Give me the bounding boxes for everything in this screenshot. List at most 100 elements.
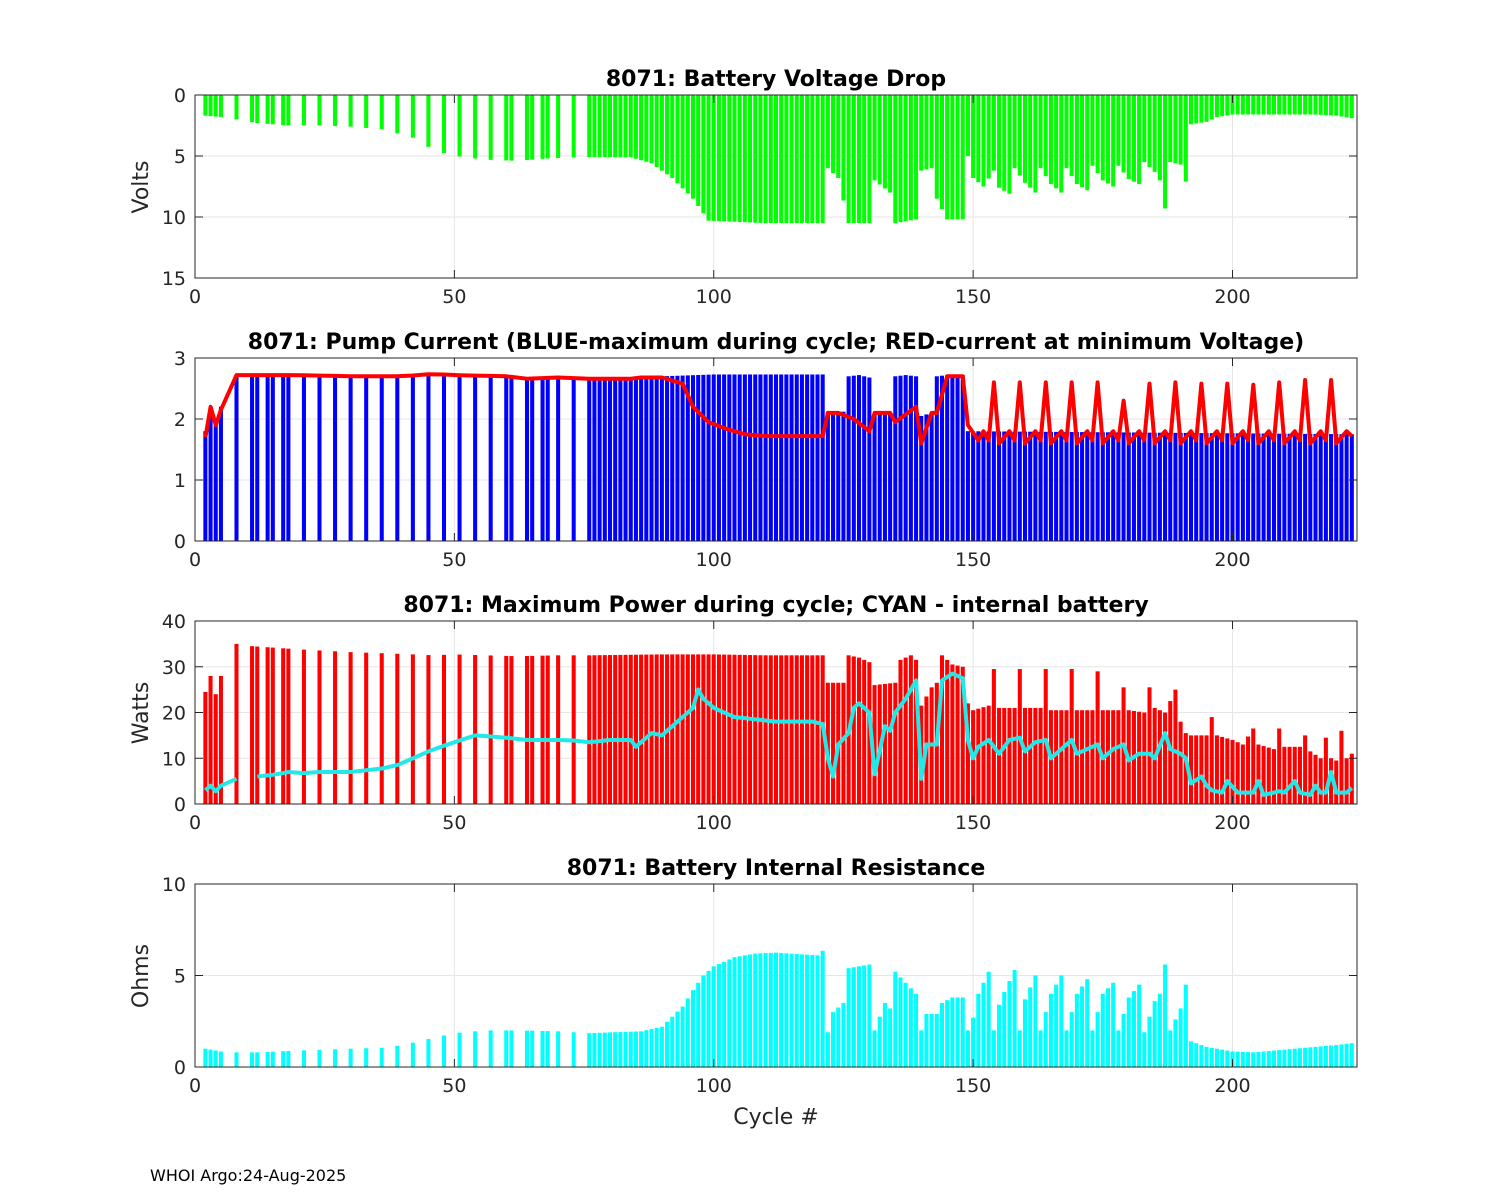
max-current-bar — [862, 376, 867, 541]
resistance-bar — [1142, 1032, 1147, 1067]
voltage-bar — [711, 95, 716, 221]
max-power-bar — [1204, 735, 1209, 804]
voltage-bar — [706, 95, 711, 221]
voltage-bar — [592, 95, 597, 158]
resistance-bar — [856, 966, 862, 1067]
voltage-bar — [628, 95, 633, 158]
y-tick-label: 0 — [174, 531, 186, 553]
voltage-bar — [1054, 95, 1059, 189]
resistance-bar — [301, 1050, 306, 1067]
panel-internal-resistance: 8071: Battery Internal Resistance Ohms C… — [129, 856, 1358, 1130]
resistance-bar — [1168, 1030, 1173, 1067]
max-current-bar — [1157, 432, 1162, 541]
voltage-bar — [1261, 95, 1266, 115]
max-power-bar — [1271, 749, 1277, 804]
voltage-bar — [509, 95, 514, 161]
voltage-bar — [986, 95, 991, 179]
voltage-bar — [426, 95, 431, 147]
max-power-bar — [1308, 751, 1313, 804]
voltage-bar — [1022, 95, 1028, 183]
max-current-bar — [524, 377, 530, 541]
x-tick-label: 50 — [442, 286, 466, 308]
axes-frame: 0 50 100 150 200 0 1 2 3 — [174, 348, 1358, 571]
voltage-bar — [882, 95, 887, 189]
max-current-bar — [799, 374, 804, 541]
max-power-bar — [1194, 735, 1199, 804]
voltage-bar — [613, 95, 618, 158]
resistance-bar — [1225, 1050, 1230, 1067]
max-power-bar — [1059, 710, 1064, 804]
max-power-bar — [250, 646, 255, 804]
max-power-bar — [856, 657, 862, 804]
resistance-bar — [265, 1051, 270, 1067]
voltage-bar — [1116, 95, 1121, 166]
max-current-bar — [815, 374, 820, 541]
resistance-bar — [1313, 1046, 1318, 1067]
y-axis-label: Watts — [129, 682, 154, 745]
voltage-bar — [997, 95, 1002, 188]
max-current-bar — [1318, 434, 1323, 541]
voltage-bar — [1344, 95, 1349, 118]
voltage-bar — [1251, 95, 1256, 115]
resistance-bar — [286, 1050, 291, 1067]
resistance-bar — [825, 1032, 830, 1067]
voltage-bar — [748, 95, 753, 223]
resistance-bar — [1121, 1013, 1126, 1067]
max-current-bar — [1142, 432, 1147, 541]
voltage-bar — [670, 95, 675, 178]
resistance-bar — [1214, 1048, 1219, 1067]
resistance-bar — [1334, 1045, 1339, 1067]
resistance-bar — [846, 968, 851, 1067]
max-power-bar — [950, 664, 955, 804]
voltage-bar — [903, 95, 908, 222]
resistance-bar — [1287, 1049, 1292, 1067]
voltage-bar — [530, 95, 535, 160]
max-power-bar — [286, 648, 291, 804]
voltage-bar — [540, 95, 545, 159]
x-tick-label: 150 — [955, 812, 991, 834]
voltage-bar — [784, 95, 789, 224]
voltage-bar — [794, 95, 799, 224]
max-power-bar — [1147, 687, 1152, 804]
voltage-bar — [654, 95, 659, 167]
resistance-bar — [379, 1047, 384, 1067]
max-power-bar — [680, 654, 685, 804]
max-current-bar — [281, 375, 286, 541]
max-current-bar — [748, 374, 753, 541]
y-axis-label: Ohms — [129, 944, 154, 1008]
resistance-bar — [1271, 1050, 1277, 1067]
max-current-bar — [1183, 432, 1188, 541]
max-current-bar — [1111, 432, 1116, 541]
voltage-bar — [1069, 95, 1074, 177]
resistance-bar — [1261, 1051, 1266, 1067]
voltage-bar — [929, 95, 934, 169]
max-current-bar — [732, 374, 737, 541]
max-power-bar — [571, 655, 576, 804]
max-power-bar — [841, 682, 846, 804]
resistance-bar — [867, 964, 872, 1067]
resistance-bar — [364, 1048, 369, 1067]
max-current-bar — [903, 375, 908, 541]
max-power-bar — [1199, 735, 1204, 804]
x-tick-label: 0 — [189, 549, 201, 571]
resistance-bar — [976, 993, 981, 1067]
resistance-bar — [317, 1049, 322, 1067]
resistance-bar — [960, 997, 965, 1067]
voltage-bar — [644, 95, 649, 162]
resistance-bar — [395, 1045, 400, 1067]
max-current-bar — [711, 374, 716, 541]
max-current-bar — [1080, 432, 1085, 541]
max-current-bar — [618, 378, 623, 541]
resistance-bar — [965, 1030, 970, 1067]
max-power-bar — [395, 653, 400, 804]
max-current-bar — [779, 374, 784, 541]
voltage-bar — [685, 95, 690, 194]
max-current-bar — [1137, 432, 1142, 541]
resistance-bar — [893, 971, 898, 1067]
max-power-bar — [607, 655, 613, 804]
resistance-bar — [670, 1016, 675, 1067]
resistance-bar — [633, 1031, 638, 1067]
max-current-bar — [633, 377, 638, 541]
y-tick-label: 10 — [162, 207, 186, 229]
resistance-bar — [488, 1030, 493, 1067]
